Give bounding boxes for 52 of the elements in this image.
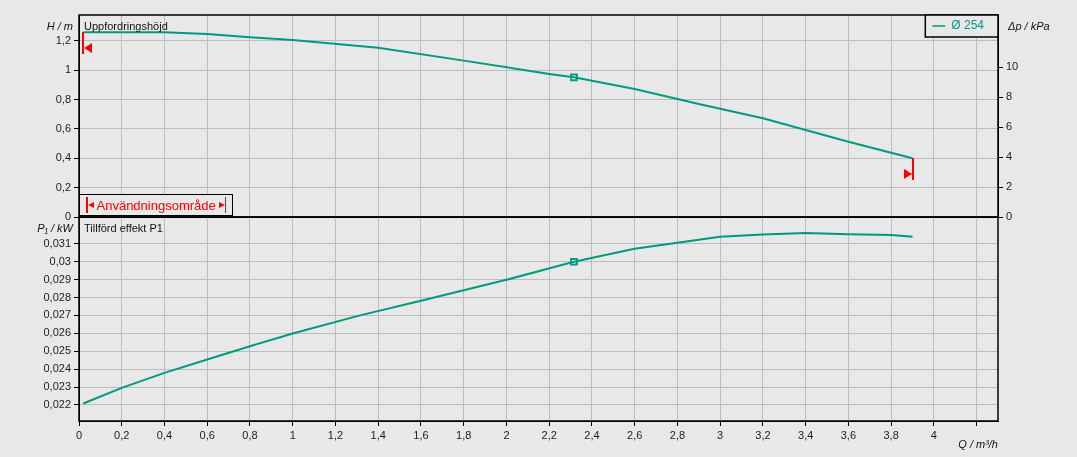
y2-axis-title: Δp / kPa xyxy=(1007,20,1050,33)
x-tick-label: 0,8 xyxy=(242,428,258,441)
x-tick-label: 0,6 xyxy=(199,428,215,441)
y2-tick-label: 4 xyxy=(1006,150,1013,163)
y2-tick-label: 8 xyxy=(1006,90,1013,103)
y-tick-label: 0,028 xyxy=(43,290,71,303)
x-tick-label: 2,2 xyxy=(541,428,557,441)
y-axis-title: P₁ / kW xyxy=(37,222,75,235)
y-tick-label: 0,03 xyxy=(49,254,71,267)
text: Uppfordringshöjd xyxy=(84,20,168,33)
y-tick-label: 0,2 xyxy=(55,180,71,193)
y2-tick-label: 0 xyxy=(1006,210,1013,223)
y-tick-label: 0,027 xyxy=(43,308,71,321)
x-tick-label: 0,4 xyxy=(156,428,173,441)
x-tick-label: 1,6 xyxy=(413,428,429,441)
x-tick-label: 0,2 xyxy=(114,428,130,441)
x-tick-label: 0 xyxy=(75,428,83,441)
annotation: Användningsområde xyxy=(96,197,216,213)
y-tick-label: 0,4 xyxy=(55,151,71,164)
y-tick-label: 0,026 xyxy=(43,326,71,339)
text: Tillförd effekt P1 xyxy=(84,222,163,235)
x-tick-label: 4 xyxy=(930,428,937,441)
y-tick-label: 0,6 xyxy=(55,122,71,135)
x-tick-label: 1 xyxy=(289,428,296,441)
x-tick-label: 2,4 xyxy=(584,428,600,441)
y-tick-label: 1,2 xyxy=(55,34,71,46)
y2-tick-label: 2 xyxy=(1006,180,1013,193)
x-tick-label: 3,6 xyxy=(840,428,857,441)
y-tick-label: 1 xyxy=(64,63,71,76)
x-tick-label: 2 xyxy=(503,428,510,441)
y2-tick-label: 10 xyxy=(1006,60,1019,73)
x-tick-label: 2,6 xyxy=(627,428,643,441)
x-tick-label: 3,2 xyxy=(755,428,771,441)
x-tick-label: 3,4 xyxy=(798,428,814,441)
x-tick-label: 3 xyxy=(717,428,724,441)
x-tick-label: 2,8 xyxy=(669,428,686,441)
y-tick-label: 0 xyxy=(64,210,71,223)
y-tick-label: 0,8 xyxy=(55,92,71,105)
x-tick-label: 1,8 xyxy=(456,428,472,441)
y-tick-label: 0,024 xyxy=(43,362,71,375)
y-tick-label: 0,031 xyxy=(43,236,71,249)
y-tick-label: 0,025 xyxy=(43,344,71,357)
x-tick-label: 1,4 xyxy=(370,428,386,441)
x-tick-label: 1,2 xyxy=(327,428,344,441)
legend-label: Ø 254 xyxy=(951,18,985,33)
y2-tick-label: 6 xyxy=(1006,120,1013,133)
x-axis-title: Q / m³/h xyxy=(958,438,998,451)
y-axis-title: H / m xyxy=(46,20,73,33)
y-tick-label: 0,022 xyxy=(43,397,71,410)
x-tick-label: 3,8 xyxy=(883,428,899,441)
y-tick-label: 0,029 xyxy=(43,272,71,285)
y-tick-label: 0,023 xyxy=(43,380,71,393)
